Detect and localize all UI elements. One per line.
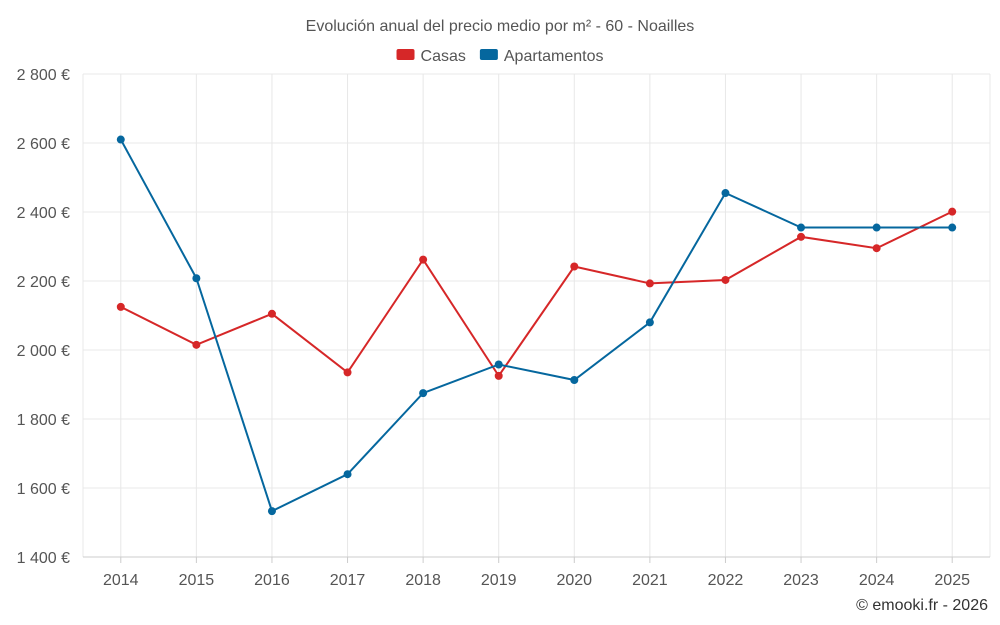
point-casas [797, 232, 806, 241]
x-tick-label: 2018 [405, 572, 441, 589]
legend-item-casas[interactable]: Casas [396, 48, 466, 65]
legend-swatch [396, 49, 415, 60]
series-line-apartamentos [119, 139, 953, 513]
x-axis: 2014 2015 2016 2017 2018 2019 2020 2021 2022 2023… [83, 556, 990, 589]
point-apartamentos [570, 376, 579, 385]
legend-label: Casas [421, 48, 466, 65]
chart-title: Evolución anual del precio medio por m² … [306, 18, 695, 35]
credit-text: © emooki.fr - 2026 [856, 597, 988, 614]
point-casas [570, 262, 579, 271]
point-apartamentos [797, 223, 806, 232]
legend-swatch [479, 49, 498, 60]
x-tick-label: 2025 [934, 572, 970, 589]
x-tick-label: 2022 [708, 572, 744, 589]
point-casas [343, 368, 352, 377]
point-casas [419, 255, 428, 264]
point-casas [645, 279, 654, 288]
x-tick-label: 2019 [481, 572, 517, 589]
x-tick-label: 2021 [632, 572, 668, 589]
y-tick-label: 2 600 € [17, 136, 70, 153]
x-tick-label: 2020 [556, 572, 592, 589]
point-apartamentos [872, 223, 881, 232]
point-casas [872, 244, 881, 253]
point-apartamentos [494, 360, 503, 369]
legend-item-apartamentos[interactable]: Apartamentos [479, 48, 604, 65]
y-tick-label: 1 400 € [17, 550, 70, 567]
series-layer [116, 135, 957, 516]
x-tick-label: 2015 [179, 572, 215, 589]
x-tick-label: 2023 [783, 572, 819, 589]
y-tick-label: 2 000 € [17, 343, 70, 360]
y-axis: 1 400 € 1 600 € 1 800 € 2 000 € 2 200 € 2 400… [17, 67, 70, 567]
point-casas [721, 275, 730, 284]
point-apartamentos [721, 189, 730, 198]
point-apartamentos [419, 389, 428, 398]
y-tick-label: 2 400 € [17, 205, 70, 222]
point-apartamentos [116, 135, 125, 144]
y-tick-label: 1 800 € [17, 412, 70, 429]
legend: Casas Apartamentos [396, 48, 604, 65]
x-tick-label: 2017 [330, 572, 366, 589]
point-casas [494, 371, 503, 380]
y-tick-label: 2 800 € [17, 67, 70, 84]
x-tick-label: 2024 [859, 572, 895, 589]
x-tick-label: 2016 [254, 572, 290, 589]
point-casas [267, 309, 276, 318]
series-line-casas [120, 210, 953, 378]
point-casas [116, 302, 125, 311]
y-tick-label: 2 200 € [17, 274, 70, 291]
point-casas [192, 340, 201, 349]
point-apartamentos [948, 223, 957, 232]
grid [82, 73, 991, 558]
x-tick-label: 2014 [103, 572, 139, 589]
point-apartamentos [343, 470, 352, 479]
point-apartamentos [645, 318, 654, 327]
point-casas [948, 207, 957, 216]
point-apartamentos [267, 507, 276, 516]
point-apartamentos [192, 274, 201, 283]
y-tick-label: 1 600 € [17, 481, 70, 498]
legend-label: Apartamentos [504, 48, 604, 65]
